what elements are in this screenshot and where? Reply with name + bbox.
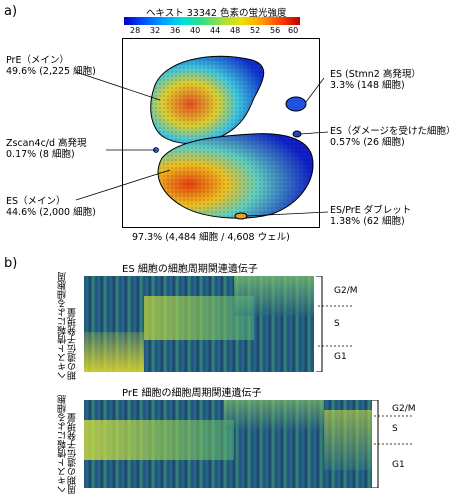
es-phase-s: S xyxy=(334,319,340,329)
es-phase-bracket xyxy=(316,276,354,372)
panel-a-label: a) xyxy=(4,4,18,19)
pre-heatmap-highlight xyxy=(84,420,234,460)
pre-heatmap-highlight xyxy=(324,410,372,470)
colorbar xyxy=(124,17,300,25)
colorbar-tick: 28 xyxy=(130,26,141,35)
colorbar-tick: 44 xyxy=(210,26,221,35)
es-phase-g2m: G2/M xyxy=(334,286,358,296)
pre-phase-bracket xyxy=(372,400,412,488)
pre-heatmap-highlight xyxy=(224,400,324,430)
scatter-footer: 97.3% (4,484 細胞 / 4,608 ウェル) xyxy=(132,232,290,243)
colorbar-tick: 52 xyxy=(250,26,261,35)
colorbar-ticks: 28 32 36 40 44 48 52 56 60 xyxy=(124,26,300,36)
es-heatmap-ylabel: ヘキスト情報による細胞周期の遺伝子発現量 xyxy=(58,272,78,380)
annotation-title: ES（メイン） xyxy=(6,196,66,207)
colorbar-tick: 56 xyxy=(270,26,281,35)
colorbar-title: ヘキスト 33342 色素の蛍光強度 xyxy=(146,8,287,19)
annotation-es-stmn2: ES (Stmn2 高発現） 3.3% (148 細胞) xyxy=(330,69,421,91)
annotation-es-damaged: ES（ダメージを受けた細胞） 0.57% (26 細胞) xyxy=(330,126,456,148)
es-phase-g1: G1 xyxy=(334,352,347,362)
annotation-value: 44.6% (2,000 細胞) xyxy=(6,207,96,218)
es-heatmap-title: ES 細胞の細胞周期関連遺伝子 xyxy=(122,264,258,275)
panel-b-label: b) xyxy=(4,256,18,271)
annotation-value: 49.6% (2,225 細胞) xyxy=(6,66,96,77)
colorbar-tick: 40 xyxy=(190,26,201,35)
scatter-plot xyxy=(150,55,314,220)
leader-lines xyxy=(75,71,329,217)
annotation-value: 0.17% (8 細胞) xyxy=(6,149,75,160)
annotation-title: ES/PrE ダブレット xyxy=(330,205,412,216)
pre-phase-g1: G1 xyxy=(392,460,405,470)
es-heatmap-highlight xyxy=(84,332,144,372)
annotation-value: 0.57% (26 細胞) xyxy=(330,137,405,148)
annotation-doublet: ES/PrE ダブレット 1.38% (62 細胞) xyxy=(330,205,411,227)
pre-phase-s: S xyxy=(392,424,398,434)
pre-phase-g2m: G2/M xyxy=(392,404,416,414)
stmn2-cluster xyxy=(285,96,307,112)
pre-heatmap-title: PrE 細胞の細胞周期関連遺伝子 xyxy=(122,388,262,399)
colorbar-tick: 32 xyxy=(150,26,161,35)
annotation-es-main: ES（メイン） 44.6% (2,000 細胞) xyxy=(6,196,96,218)
pre-heatmap-ylabel: ヘキスト情報による細胞周期の遺伝子発現量 xyxy=(58,395,78,494)
annotation-pre-main: PrE（メイン） 49.6% (2,225 細胞) xyxy=(6,55,96,77)
annotation-title: Zscan4c/d 高発現 xyxy=(6,138,87,149)
annotation-zscan: Zscan4c/d 高発現 0.17% (8 細胞) xyxy=(6,138,87,160)
pre-heatmap xyxy=(84,400,372,488)
colorbar-tick: 60 xyxy=(288,26,299,35)
es-heatmap-highlight xyxy=(234,276,314,316)
annotation-title: ES (Stmn2 高発現） xyxy=(330,69,421,80)
annotation-title: PrE（メイン） xyxy=(6,55,69,66)
es-heatmap xyxy=(84,276,314,372)
colorbar-tick: 36 xyxy=(170,26,181,35)
annotation-value: 1.38% (62 細胞) xyxy=(330,216,405,227)
annotation-value: 3.3% (148 細胞) xyxy=(330,80,405,91)
annotation-title: ES（ダメージを受けた細胞） xyxy=(330,126,456,137)
colorbar-tick: 48 xyxy=(230,26,241,35)
